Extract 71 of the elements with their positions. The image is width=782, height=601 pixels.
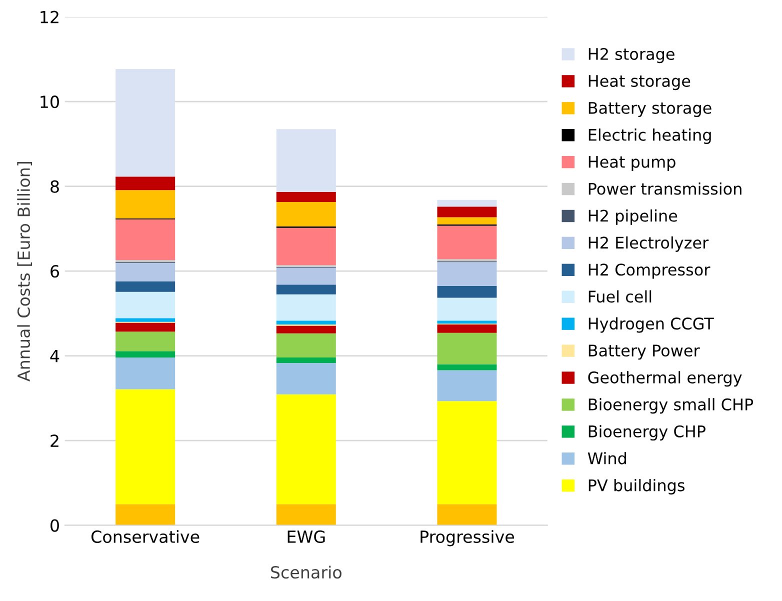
- legend-label: Bioenergy CHP: [588, 425, 706, 441]
- x-tick-label: EWG: [288, 530, 325, 544]
- bar: [116, 389, 176, 504]
- bar: [116, 190, 176, 219]
- bar: [276, 202, 336, 227]
- bar: [116, 351, 176, 358]
- bar: [276, 362, 336, 394]
- bar: [116, 263, 176, 282]
- bar: [276, 357, 336, 363]
- bar: [116, 322, 176, 332]
- y-tick-label: 4: [50, 350, 60, 362]
- bar: [116, 68, 176, 177]
- bar: [276, 504, 336, 526]
- x-tick-label: Conservative: [91, 530, 200, 544]
- bar: [437, 262, 497, 286]
- legend-label: Electric heating: [588, 128, 711, 144]
- bar: [437, 401, 497, 504]
- legend-label: H2 pipeline: [588, 209, 678, 225]
- bar: [116, 318, 176, 322]
- bar: [437, 217, 497, 224]
- legend-label: H2 storage: [588, 48, 674, 64]
- legend-label: H2 Electrolyzer: [588, 236, 709, 252]
- bar: [437, 200, 497, 207]
- legend-label: Power transmission: [588, 182, 742, 195]
- bar: [116, 219, 176, 260]
- legend-label: PV buildings: [588, 478, 684, 494]
- legend-label: Wind: [588, 452, 626, 464]
- bar: [276, 320, 336, 324]
- x-tick-label: Progressive: [420, 530, 514, 546]
- bar: [116, 504, 176, 526]
- bar: [437, 332, 497, 364]
- legend-label: Heat storage: [588, 75, 690, 90]
- bar: [276, 284, 336, 294]
- y-tick-label: 0: [50, 519, 59, 532]
- legend-label: Bioenergy small CHP: [588, 398, 754, 414]
- bar: [276, 268, 336, 285]
- legend-label: H2 Compressor: [588, 264, 710, 279]
- bar: [437, 298, 497, 321]
- bar: [437, 286, 497, 298]
- bar: [437, 324, 497, 333]
- bar: [116, 357, 176, 390]
- y-tick-label: 12: [40, 10, 58, 24]
- bar: [276, 192, 336, 202]
- bar: [276, 394, 336, 504]
- bar: [116, 281, 176, 292]
- legend-label: Battery storage: [588, 102, 712, 118]
- legend-label: Battery Power: [588, 344, 700, 360]
- x-axis-title: Scenario: [271, 566, 342, 579]
- legend-label: Geothermal energy: [588, 371, 742, 387]
- y-axis-title: Annual Costs [Euro Billion]: [17, 162, 32, 382]
- y-tick-label: 2: [50, 434, 58, 447]
- bar: [437, 226, 497, 260]
- y-tick-label: 10: [40, 96, 59, 108]
- bar: [437, 320, 497, 324]
- legend-label: Fuel cell: [588, 290, 652, 303]
- bar: [116, 292, 176, 318]
- bar: [116, 332, 176, 352]
- bar: [276, 228, 336, 266]
- bar: [437, 206, 497, 218]
- bar: [276, 129, 336, 192]
- bar: [276, 326, 336, 334]
- y-tick-label: 8: [50, 180, 59, 193]
- legend-label: Heat pump: [588, 156, 676, 171]
- y-tick-label: 6: [50, 265, 59, 278]
- bar: [116, 176, 176, 190]
- bar: [437, 370, 497, 402]
- bar: [276, 294, 336, 321]
- bar: [276, 333, 336, 358]
- bar: [437, 504, 497, 526]
- legend-label: Hydrogen CCGT: [588, 317, 714, 333]
- bar: [437, 364, 497, 370]
